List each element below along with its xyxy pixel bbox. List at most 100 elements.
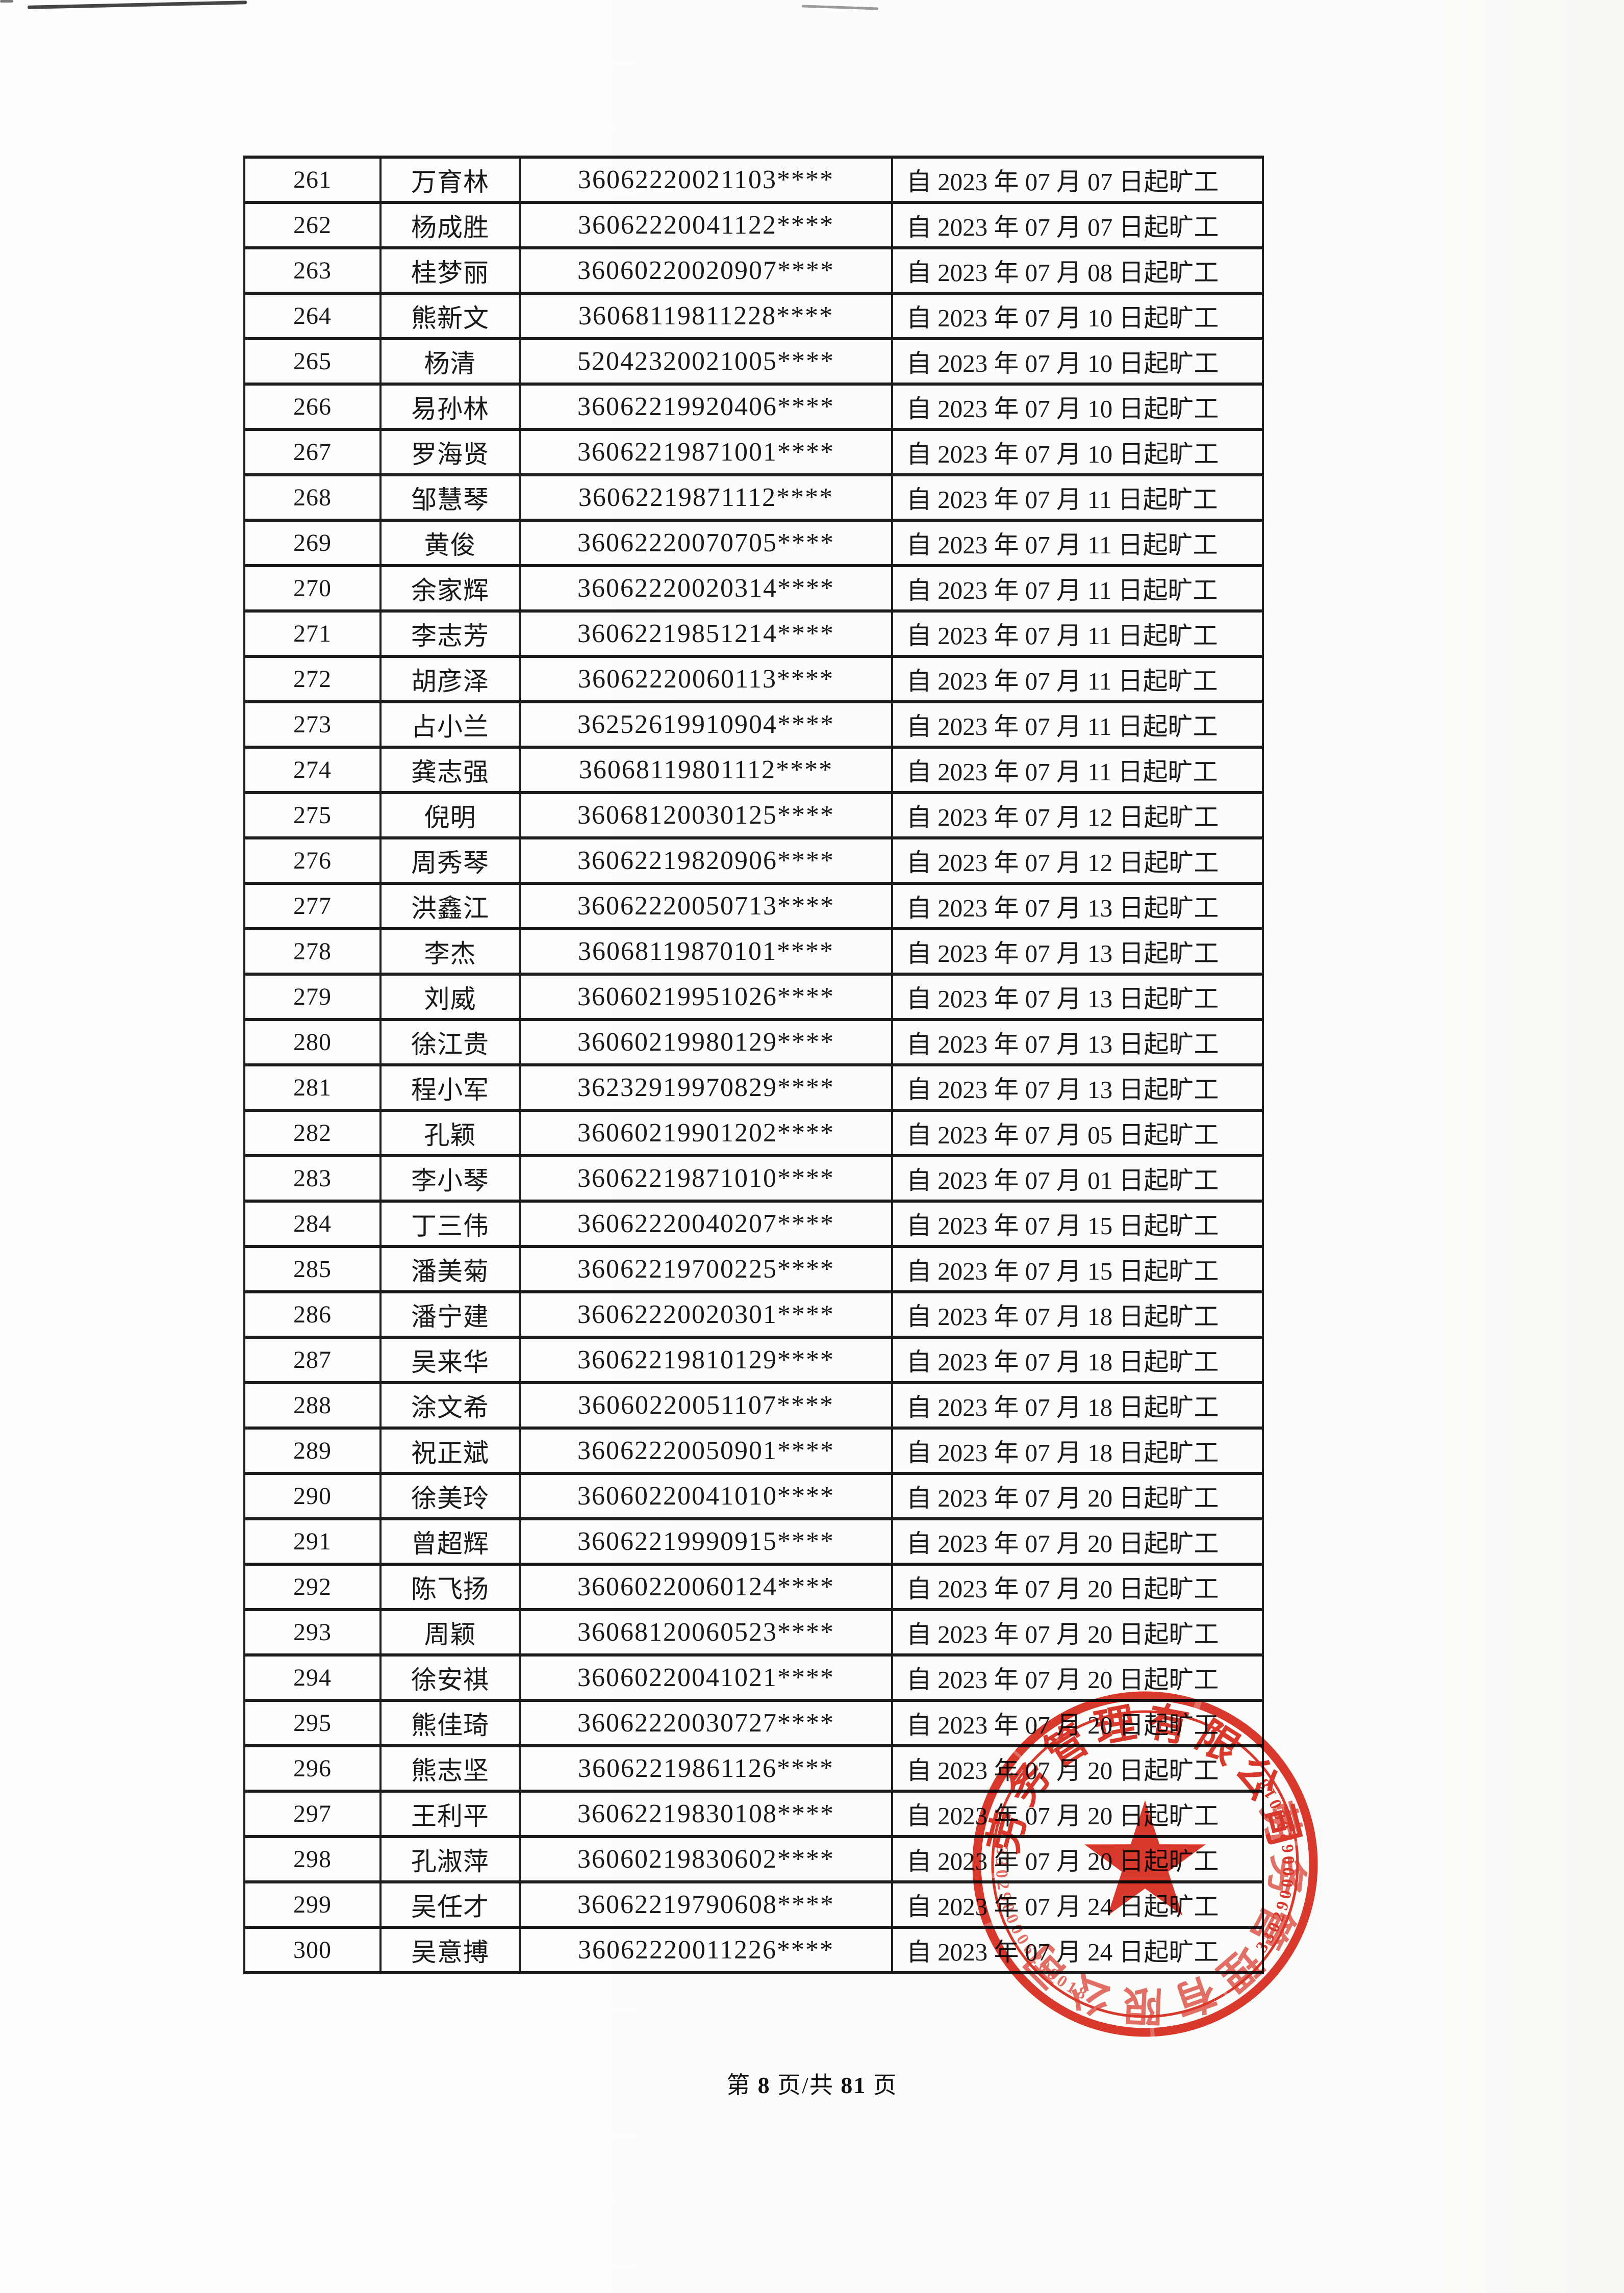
table-row: 289 祝正斌 36062220050901**** 自 2023 年 07 月… bbox=[243, 1426, 1264, 1475]
table-row: 295 熊佳琦 36062220030727**** 自 2023 年 07 月… bbox=[243, 1699, 1264, 1747]
cell-id: 36252619910904**** bbox=[519, 700, 893, 749]
cell-index: 297 bbox=[243, 1790, 382, 1838]
cell-name: 吴来华 bbox=[379, 1336, 521, 1384]
footer-prefix: 第 bbox=[726, 2072, 751, 2098]
cell-index: 264 bbox=[243, 292, 382, 340]
table-row: 262 杨成胜 36062220041122**** 自 2023 年 07 月… bbox=[243, 201, 1264, 249]
scan-artifact-line bbox=[27, 1, 247, 9]
table-row: 293 周颖 36068120060523**** 自 2023 年 07 月 … bbox=[243, 1608, 1264, 1657]
cell-name: 李杰 bbox=[379, 927, 521, 976]
cell-status: 自 2023 年 07 月 20 日起旷工 bbox=[891, 1563, 1264, 1611]
cell-name: 王利平 bbox=[379, 1790, 521, 1838]
table-row: 268 邹慧琴 36062219871112**** 自 2023 年 07 月… bbox=[243, 473, 1264, 522]
cell-name: 桂梦丽 bbox=[379, 246, 521, 295]
cell-status: 自 2023 年 07 月 18 日起旷工 bbox=[891, 1290, 1264, 1339]
cell-index: 267 bbox=[243, 428, 382, 476]
cell-index: 276 bbox=[243, 836, 382, 885]
table-row: 285 潘美菊 36062219700225**** 自 2023 年 07 月… bbox=[243, 1245, 1264, 1293]
cell-status: 自 2023 年 07 月 13 日起旷工 bbox=[891, 882, 1264, 930]
cell-status: 自 2023 年 07 月 11 日起旷工 bbox=[891, 655, 1264, 703]
table-row: 291 曾超辉 36062219990915**** 自 2023 年 07 月… bbox=[243, 1517, 1264, 1566]
cell-status: 自 2023 年 07 月 10 日起旷工 bbox=[891, 428, 1264, 476]
cell-id: 36062220020314**** bbox=[519, 564, 893, 613]
cell-name: 杨清 bbox=[379, 337, 521, 386]
cell-id: 36062220070705**** bbox=[519, 519, 893, 567]
cell-id: 36062220020301**** bbox=[519, 1290, 893, 1339]
cell-status: 自 2023 年 07 月 10 日起旷工 bbox=[891, 292, 1264, 340]
cell-id: 36232919970829**** bbox=[519, 1063, 893, 1112]
cell-name: 余家辉 bbox=[379, 564, 521, 613]
cell-index: 296 bbox=[243, 1744, 382, 1793]
cell-id: 36062219700225**** bbox=[519, 1245, 893, 1293]
cell-name: 洪鑫江 bbox=[379, 882, 521, 930]
cell-index: 285 bbox=[243, 1245, 382, 1293]
table-row: 267 罗海贤 36062219871001**** 自 2023 年 07 月… bbox=[243, 428, 1264, 476]
cell-id: 36062220050901**** bbox=[519, 1426, 893, 1475]
cell-name: 倪明 bbox=[379, 791, 521, 839]
cell-id: 36062220060113**** bbox=[519, 655, 893, 703]
cell-status: 自 2023 年 07 月 11 日起旷工 bbox=[891, 564, 1264, 613]
cell-status: 自 2023 年 07 月 13 日起旷工 bbox=[891, 1063, 1264, 1112]
cell-id: 36062219861126**** bbox=[519, 1744, 893, 1793]
cell-name: 程小军 bbox=[379, 1063, 521, 1112]
cell-status: 自 2023 年 07 月 11 日起旷工 bbox=[891, 700, 1264, 749]
cell-index: 289 bbox=[243, 1426, 382, 1475]
cell-status: 自 2023 年 07 月 13 日起旷工 bbox=[891, 927, 1264, 976]
cell-index: 295 bbox=[243, 1699, 382, 1747]
cell-status: 自 2023 年 07 月 20 日起旷工 bbox=[891, 1699, 1264, 1747]
table-row: 284 丁三伟 36062220040207**** 自 2023 年 07 月… bbox=[243, 1200, 1264, 1248]
cell-name: 陈飞扬 bbox=[379, 1563, 521, 1611]
page-footer: 第 8 页/共 81 页 bbox=[0, 2067, 1624, 2100]
scan-artifact-line bbox=[0, 0, 13, 3]
cell-id: 36062220030727**** bbox=[519, 1699, 893, 1747]
table-row: 279 刘威 36060219951026**** 自 2023 年 07 月 … bbox=[243, 973, 1264, 1021]
cell-name: 徐安祺 bbox=[379, 1653, 521, 1702]
cell-status: 自 2023 年 07 月 13 日起旷工 bbox=[891, 973, 1264, 1021]
table-row: 287 吴来华 36062219810129**** 自 2023 年 07 月… bbox=[243, 1336, 1264, 1384]
cell-id: 36062219990915**** bbox=[519, 1517, 893, 1566]
cell-status: 自 2023 年 07 月 01 日起旷工 bbox=[891, 1154, 1264, 1203]
cell-index: 293 bbox=[243, 1608, 382, 1657]
cell-status: 自 2023 年 07 月 20 日起旷工 bbox=[891, 1744, 1264, 1793]
cell-name: 丁三伟 bbox=[379, 1200, 521, 1248]
cell-id: 36062220050713**** bbox=[519, 882, 893, 930]
cell-status: 自 2023 年 07 月 20 日起旷工 bbox=[891, 1517, 1264, 1566]
cell-id: 36060220051107**** bbox=[519, 1381, 893, 1430]
cell-index: 275 bbox=[243, 791, 382, 839]
cell-index: 268 bbox=[243, 473, 382, 522]
table-row: 275 倪明 36068120030125**** 自 2023 年 07 月 … bbox=[243, 791, 1264, 839]
cell-name: 熊新文 bbox=[379, 292, 521, 340]
cell-index: 271 bbox=[243, 609, 382, 658]
cell-name: 周秀琴 bbox=[379, 836, 521, 885]
cell-index: 286 bbox=[243, 1290, 382, 1339]
cell-status: 自 2023 年 07 月 07 日起旷工 bbox=[891, 201, 1264, 249]
cell-status: 自 2023 年 07 月 11 日起旷工 bbox=[891, 473, 1264, 522]
table-row: 288 涂文希 36060220051107**** 自 2023 年 07 月… bbox=[243, 1381, 1264, 1430]
cell-status: 自 2023 年 07 月 18 日起旷工 bbox=[891, 1336, 1264, 1384]
table-row: 273 占小兰 36252619910904**** 自 2023 年 07 月… bbox=[243, 700, 1264, 749]
cell-status: 自 2023 年 07 月 11 日起旷工 bbox=[891, 746, 1264, 794]
cell-index: 294 bbox=[243, 1653, 382, 1702]
cell-name: 徐美玲 bbox=[379, 1472, 521, 1520]
footer-suffix: 页 bbox=[873, 2072, 898, 2098]
cell-name: 熊佳琦 bbox=[379, 1699, 521, 1747]
cell-id: 36060220041021**** bbox=[519, 1653, 893, 1702]
cell-index: 290 bbox=[243, 1472, 382, 1520]
cell-status: 自 2023 年 07 月 20 日起旷工 bbox=[891, 1653, 1264, 1702]
table-row: 261 万育林 36062220021103**** 自 2023 年 07 月… bbox=[243, 156, 1264, 204]
cell-index: 265 bbox=[243, 337, 382, 386]
cell-id: 36062219820906**** bbox=[519, 836, 893, 885]
cell-index: 266 bbox=[243, 383, 382, 431]
cell-status: 自 2023 年 07 月 11 日起旷工 bbox=[891, 609, 1264, 658]
table-row: 278 李杰 36068119870101**** 自 2023 年 07 月 … bbox=[243, 927, 1264, 976]
cell-status: 自 2023 年 07 月 15 日起旷工 bbox=[891, 1245, 1264, 1293]
cell-id: 36060220041010**** bbox=[519, 1472, 893, 1520]
cell-name: 熊志坚 bbox=[379, 1744, 521, 1793]
cell-name: 潘美菊 bbox=[379, 1245, 521, 1293]
cell-index: 284 bbox=[243, 1200, 382, 1248]
scan-artifact-line bbox=[801, 5, 879, 10]
cell-index: 283 bbox=[243, 1154, 382, 1203]
cell-index: 269 bbox=[243, 519, 382, 567]
cell-id: 36062219851214**** bbox=[519, 609, 893, 658]
